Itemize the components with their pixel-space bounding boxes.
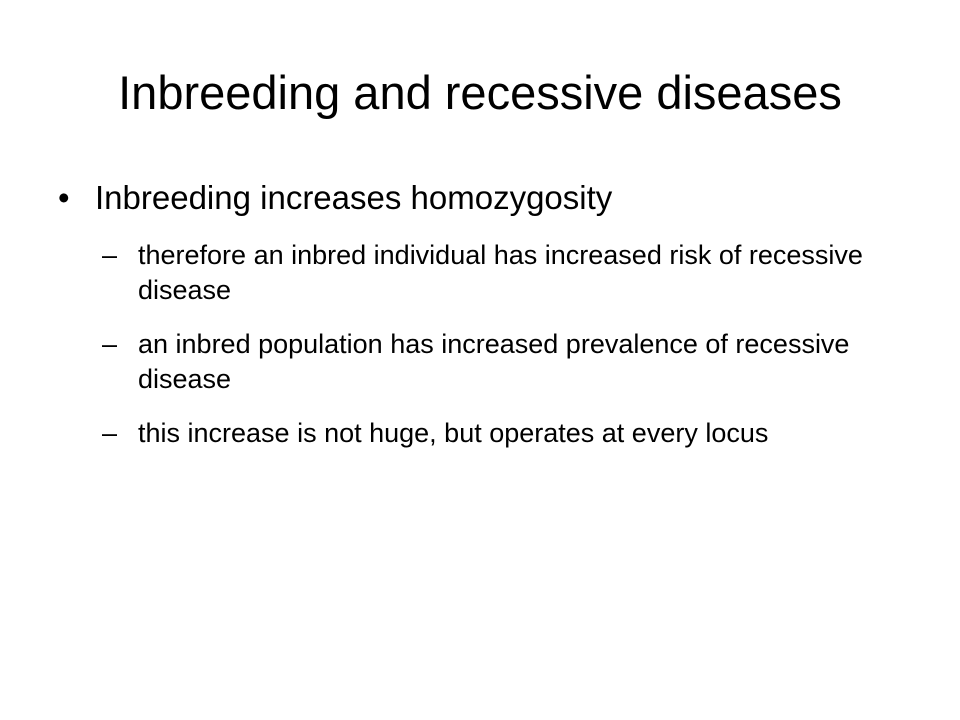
sub-bullet-list: – therefore an inbred individual has inc… [58, 238, 908, 451]
bullet-marker: • [58, 179, 70, 216]
dash-marker: – [102, 418, 118, 448]
bullet-text: Inbreeding increases homozygosity [95, 179, 613, 216]
bullet-item: • Inbreeding increases homozygosity [58, 178, 908, 218]
dash-marker: – [102, 240, 118, 270]
slide-content: • Inbreeding increases homozygosity – th… [58, 178, 908, 470]
dash-marker: – [102, 329, 118, 359]
sub-bullet-item: – an inbred population has increased pre… [58, 327, 868, 397]
sub-bullet-item: – therefore an inbred individual has inc… [58, 238, 868, 308]
sub-bullet-item: – this increase is not huge, but operate… [58, 416, 868, 451]
sub-bullet-text: therefore an inbred individual has incre… [138, 240, 863, 305]
slide-title: Inbreeding and recessive diseases [118, 66, 842, 119]
sub-bullet-text: an inbred population has increased preva… [138, 329, 850, 394]
sub-bullet-text: this increase is not huge, but operates … [138, 418, 769, 448]
